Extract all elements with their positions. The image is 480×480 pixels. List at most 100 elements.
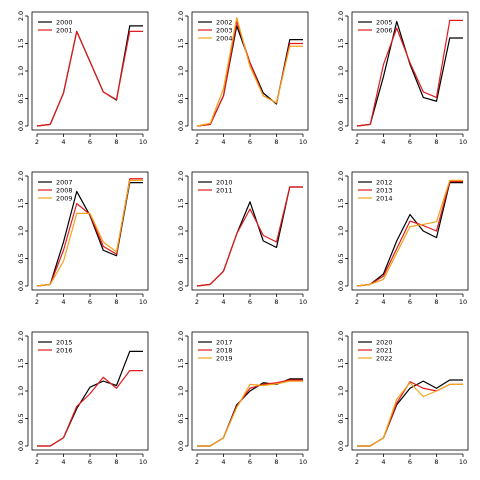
legend-label: 2003	[216, 26, 233, 34]
y-tick-label: 1.0	[177, 386, 185, 396]
y-tick-label: 0.5	[337, 93, 345, 103]
x-tick-label: 8	[114, 298, 118, 306]
y-tick-label: 0.0	[177, 441, 185, 451]
legend-label: 2005	[376, 18, 393, 26]
x-tick-label: 6	[248, 458, 252, 466]
series-line-2006	[356, 19, 463, 127]
legend-label: 2019	[216, 354, 233, 362]
series-line-2018	[197, 379, 303, 447]
x-tick-label: 4	[381, 458, 385, 466]
legend-label: 2014	[376, 194, 393, 202]
y-tick-label: 2.0	[177, 171, 185, 181]
plot-box	[351, 171, 469, 291]
y-tick-label: 1.0	[177, 66, 185, 76]
x-tick-label: 6	[408, 458, 412, 466]
y-tick-label: 1.5	[177, 358, 185, 368]
x-tick-label: 2	[195, 298, 199, 306]
x-tick-label: 6	[408, 298, 412, 306]
y-tick-label: 0.0	[177, 121, 185, 131]
x-tick-label: 8	[274, 138, 278, 146]
y-tick-label: 2.0	[337, 331, 345, 341]
plot-box	[31, 11, 149, 131]
y-tick-label: 2.0	[17, 11, 25, 21]
y-tick-label: 1.0	[337, 66, 345, 76]
x-tick-label: 8	[434, 458, 438, 466]
y-tick-label: 0.0	[337, 281, 345, 291]
series-line-2012	[356, 182, 463, 287]
series-line-2015	[37, 350, 143, 447]
x-tick-label: 10	[139, 458, 147, 466]
legend-label: 2020	[376, 338, 393, 346]
series-line-2021	[357, 381, 463, 447]
series-line-2011	[196, 186, 303, 287]
x-tick-label: 6	[248, 138, 252, 146]
y-tick-label: 0.5	[177, 253, 185, 263]
series-line-2020	[357, 379, 463, 447]
series-line-2019	[197, 380, 303, 447]
legend-label: 2022	[376, 354, 393, 362]
x-tick-label: 6	[248, 298, 252, 306]
series-line-2010	[196, 186, 303, 287]
y-tick-label: 1.5	[177, 198, 185, 208]
x-tick-label: 2	[195, 458, 199, 466]
x-tick-label: 2	[35, 458, 39, 466]
x-tick-label: 6	[408, 138, 412, 146]
plot-box	[31, 171, 149, 291]
x-tick-label: 2	[355, 298, 359, 306]
y-tick-label: 1.0	[337, 386, 345, 396]
y-tick-label: 2.0	[177, 11, 185, 21]
y-tick-label: 1.0	[337, 226, 345, 236]
series-line-2005	[356, 20, 463, 127]
x-tick-label: 2	[35, 298, 39, 306]
x-tick-label: 8	[114, 138, 118, 146]
x-tick-label: 10	[139, 138, 147, 146]
legend-label: 2006	[376, 26, 393, 34]
y-tick-label: 2.0	[17, 331, 25, 341]
y-tick-label: 0.5	[177, 93, 185, 103]
x-tick-label: 10	[459, 138, 467, 146]
y-tick-label: 2.0	[17, 171, 25, 181]
y-tick-label: 2.0	[337, 11, 345, 21]
x-tick-label: 8	[274, 298, 278, 306]
x-tick-label: 2	[195, 138, 199, 146]
x-tick-label: 6	[88, 298, 92, 306]
x-tick-label: 4	[221, 298, 225, 306]
y-tick-label: 1.5	[337, 198, 345, 208]
series-line-2022	[357, 382, 463, 447]
y-tick-label: 0.5	[17, 413, 25, 423]
x-tick-label: 8	[274, 458, 278, 466]
legend-label: 2012	[376, 178, 393, 186]
y-tick-label: 1.5	[177, 38, 185, 48]
x-tick-label: 4	[61, 138, 65, 146]
plot-box	[31, 331, 149, 451]
x-tick-label: 4	[381, 298, 385, 306]
legend-label: 2004	[216, 34, 233, 42]
y-tick-label: 1.0	[17, 226, 25, 236]
legend-label: 2008	[56, 186, 73, 194]
legend-label: 2009	[56, 194, 73, 202]
y-tick-label: 1.5	[17, 198, 25, 208]
x-tick-label: 4	[61, 458, 65, 466]
y-tick-label: 0.5	[177, 413, 185, 423]
x-tick-label: 4	[381, 138, 385, 146]
legend-label: 2018	[216, 346, 233, 354]
y-tick-label: 1.0	[17, 66, 25, 76]
x-tick-label: 2	[35, 138, 39, 146]
series-line-2007	[36, 182, 143, 287]
x-tick-label: 10	[299, 298, 307, 306]
series-line-2003	[196, 20, 303, 127]
x-tick-label: 10	[299, 458, 307, 466]
x-tick-label: 8	[114, 458, 118, 466]
plot-box	[351, 331, 469, 451]
y-tick-label: 0.0	[337, 121, 345, 131]
y-tick-label: 0.0	[17, 441, 25, 451]
series-line-2000	[36, 25, 143, 127]
legend-label: 2000	[56, 18, 73, 26]
